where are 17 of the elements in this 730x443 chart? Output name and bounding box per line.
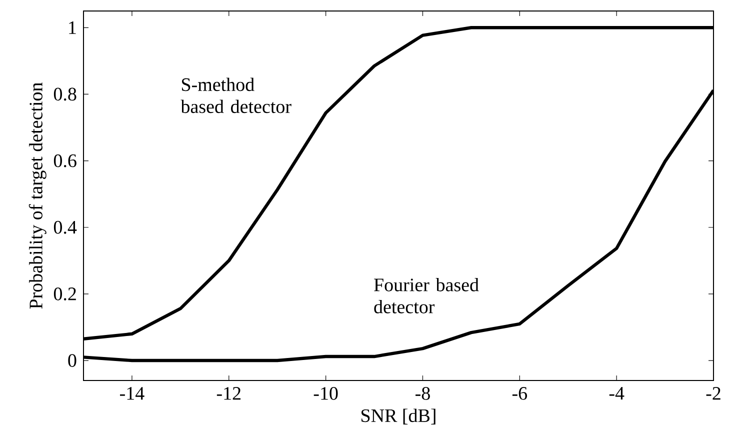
y-axis-title: Probability of target detection xyxy=(28,82,46,309)
series-label: S-method based detector xyxy=(180,78,292,114)
y-tick-label: 0 xyxy=(68,354,76,367)
x-tick-label: -10 xyxy=(314,387,338,400)
y-tick-label: 0.2 xyxy=(54,287,76,300)
x-tick-label: -8 xyxy=(416,387,430,400)
x-axis-title: SNR [dB] xyxy=(362,408,436,424)
y-tick-label: 0.8 xyxy=(54,88,76,101)
y-tick-label: 0.4 xyxy=(54,220,77,234)
x-tick-label: -12 xyxy=(216,387,241,400)
y-tick-label: 1 xyxy=(69,21,76,34)
x-tick-label: -4 xyxy=(609,387,624,400)
x-tick-label: -2 xyxy=(706,387,720,400)
series-label: Fourier based detector xyxy=(374,278,479,314)
x-tick-label: -6 xyxy=(512,387,528,400)
x-tick-label: -14 xyxy=(120,387,144,400)
y-tick-label: 0.6 xyxy=(54,154,76,168)
